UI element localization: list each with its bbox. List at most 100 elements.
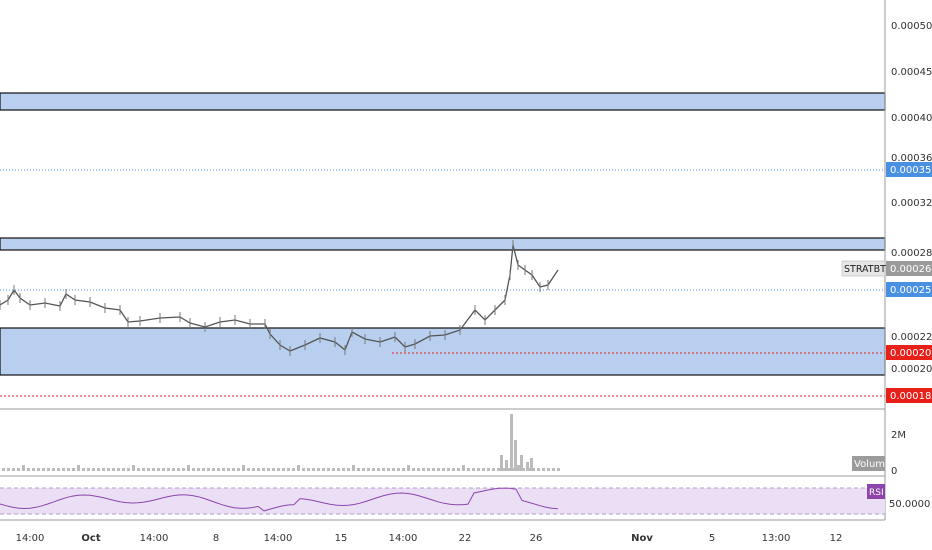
zone-low bbox=[0, 327, 886, 376]
time-label: 15 bbox=[335, 533, 348, 544]
volume-bar bbox=[57, 468, 60, 471]
time-label: 22 bbox=[459, 533, 472, 544]
volume-bar bbox=[407, 465, 410, 471]
price-tag: 0.0003500 bbox=[886, 162, 932, 177]
volume-bar bbox=[352, 465, 355, 471]
volume-badge-label: Volume bbox=[854, 459, 891, 470]
symbol-tag-label: STRATBTC bbox=[844, 264, 892, 275]
candle-wicks bbox=[0, 240, 549, 356]
price-tick: 0.0002000 bbox=[891, 364, 932, 375]
volume-bar bbox=[437, 468, 440, 471]
volume-bar bbox=[297, 465, 300, 471]
volume-bar bbox=[427, 468, 430, 471]
volume-bars bbox=[2, 414, 560, 471]
volume-bar bbox=[530, 458, 533, 471]
rsi-badge[interactable]: RSI bbox=[867, 484, 885, 499]
volume-bar bbox=[247, 468, 250, 471]
volume-bar bbox=[322, 468, 325, 471]
volume-bar bbox=[472, 468, 475, 471]
time-axis[interactable]: 14:00 Oct 14:00 8 14:00 15 14:00 22 26 N… bbox=[16, 533, 843, 544]
volume-bar bbox=[467, 468, 470, 471]
volume-bar bbox=[252, 468, 255, 471]
volume-bar bbox=[62, 468, 65, 471]
volume-bar bbox=[447, 468, 450, 471]
volume-bar bbox=[452, 468, 455, 471]
price-candles bbox=[0, 244, 559, 352]
volume-bar bbox=[482, 468, 485, 471]
volume-bar bbox=[122, 468, 125, 471]
time-label: 26 bbox=[530, 533, 543, 544]
volume-bar bbox=[457, 468, 460, 471]
volume-bar bbox=[52, 468, 55, 471]
volume-bar bbox=[532, 468, 535, 471]
volume-bar bbox=[337, 468, 340, 471]
volume-bar bbox=[237, 468, 240, 471]
volume-bar bbox=[167, 468, 170, 471]
volume-bar bbox=[207, 468, 210, 471]
volume-bar bbox=[282, 468, 285, 471]
volume-bar bbox=[87, 468, 90, 471]
volume-bar bbox=[557, 468, 560, 471]
price-tag-label: 0.0002092 bbox=[890, 348, 932, 359]
volume-bar bbox=[7, 468, 10, 471]
volume-bar bbox=[302, 468, 305, 471]
symbol-tag[interactable]: STRATBTC bbox=[841, 260, 892, 277]
volume-bar bbox=[387, 468, 390, 471]
volume-bar bbox=[162, 468, 165, 471]
volume-bar bbox=[47, 468, 50, 471]
volume-bar bbox=[17, 468, 20, 471]
volume-bar bbox=[417, 468, 420, 471]
volume-bar bbox=[157, 468, 160, 471]
volume-bar bbox=[202, 468, 205, 471]
volume-bar bbox=[502, 468, 505, 471]
volume-bar bbox=[487, 468, 490, 471]
volume-bar bbox=[522, 468, 525, 471]
volume-bar bbox=[520, 455, 523, 471]
price-tick: 0.0004000 bbox=[891, 113, 932, 124]
volume-bar bbox=[442, 468, 445, 471]
volume-bar bbox=[142, 468, 145, 471]
time-label: 14:00 bbox=[264, 533, 293, 544]
time-label: Oct bbox=[81, 533, 100, 544]
price-tag: 0.0002092 bbox=[886, 345, 932, 360]
zone-mid bbox=[0, 237, 886, 251]
volume-bar bbox=[27, 468, 30, 471]
last-price-tag[interactable]: 0.0002674 bbox=[886, 261, 932, 276]
volume-bar bbox=[2, 468, 5, 471]
volume-bar bbox=[507, 468, 510, 471]
volume-bar bbox=[362, 468, 365, 471]
price-tag-label: 0.0003500 bbox=[890, 165, 932, 176]
volume-bar bbox=[117, 468, 120, 471]
volume-badge[interactable]: Volume bbox=[852, 456, 891, 471]
rsi-badge-label: RSI bbox=[869, 488, 884, 498]
volume-bar bbox=[377, 468, 380, 471]
volume-bar bbox=[382, 468, 385, 471]
volume-bar bbox=[287, 468, 290, 471]
time-label: 12 bbox=[830, 533, 843, 544]
price-tag-label: 0.0001833 bbox=[890, 391, 932, 402]
price-tick: 0.0002200 bbox=[891, 332, 932, 343]
volume-bar bbox=[152, 468, 155, 471]
price-axis[interactable]: 0.0005000 0.0004500 0.0004000 0.0003600 … bbox=[891, 21, 932, 375]
volume-bar bbox=[342, 468, 345, 471]
volume-bar bbox=[492, 468, 495, 471]
volume-bar bbox=[537, 468, 540, 471]
volume-bar bbox=[547, 468, 550, 471]
last-price-tag-label: 0.0002674 bbox=[890, 264, 932, 275]
volume-bar bbox=[312, 468, 315, 471]
rsi-band bbox=[0, 488, 885, 514]
volume-bar bbox=[517, 465, 520, 471]
price-tag-label: 0.0002517 bbox=[890, 285, 932, 296]
volume-bar bbox=[42, 468, 45, 471]
volume-bar bbox=[272, 468, 275, 471]
volume-bar bbox=[137, 468, 140, 471]
volume-bar bbox=[187, 465, 190, 471]
volume-bar bbox=[500, 455, 503, 471]
volume-bar bbox=[332, 468, 335, 471]
volume-bar bbox=[37, 468, 40, 471]
volume-bar bbox=[512, 468, 515, 471]
volume-bar bbox=[542, 468, 545, 471]
volume-bar bbox=[232, 468, 235, 471]
rsi-line bbox=[0, 487, 559, 512]
